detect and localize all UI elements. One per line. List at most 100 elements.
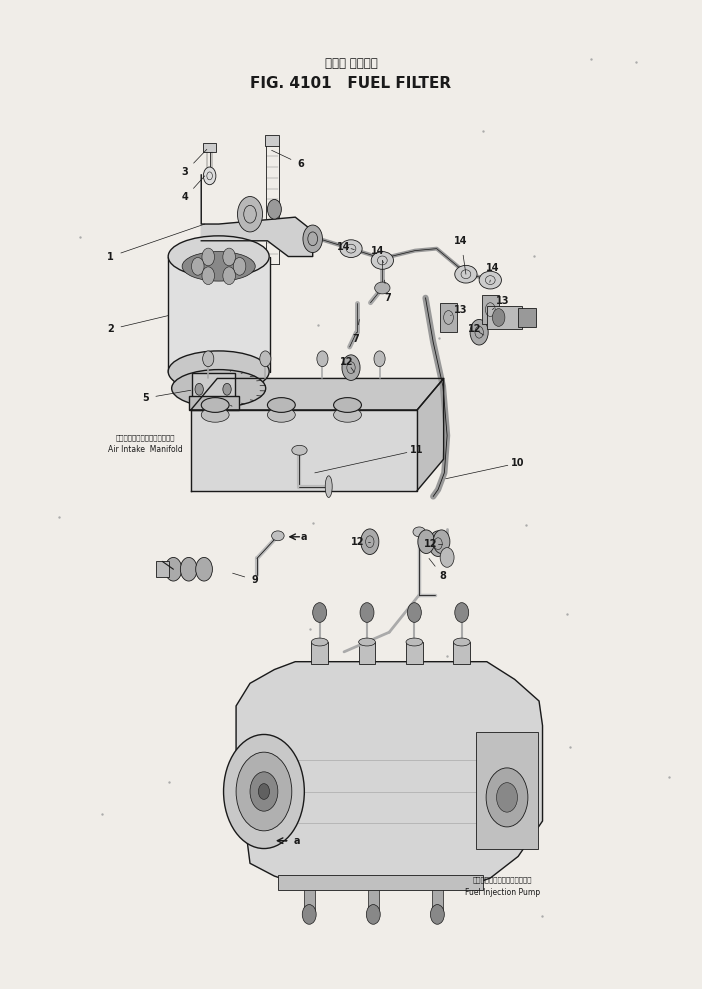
Ellipse shape — [182, 251, 256, 281]
Bar — [518, 308, 536, 327]
Circle shape — [361, 529, 379, 555]
Point — [564, 739, 576, 755]
Circle shape — [407, 602, 421, 622]
Ellipse shape — [375, 282, 390, 294]
Ellipse shape — [201, 407, 229, 422]
Circle shape — [496, 782, 517, 812]
Text: 2: 2 — [107, 324, 114, 334]
Circle shape — [360, 602, 374, 622]
Circle shape — [418, 530, 435, 554]
Bar — [156, 562, 168, 578]
Circle shape — [233, 257, 246, 275]
Ellipse shape — [413, 527, 425, 537]
Circle shape — [440, 548, 454, 568]
Text: 9: 9 — [251, 575, 258, 585]
Text: フェル フィルタ: フェル フィルタ — [324, 57, 378, 70]
Point — [442, 648, 453, 664]
Point — [382, 829, 393, 845]
Point — [663, 768, 675, 784]
Ellipse shape — [479, 271, 501, 289]
Text: 12: 12 — [340, 357, 354, 367]
Circle shape — [303, 225, 322, 252]
Circle shape — [180, 558, 197, 582]
Text: エアーインテークマニホールド: エアーインテークマニホールド — [116, 434, 176, 441]
Text: 4: 4 — [182, 193, 189, 203]
Bar — [311, 642, 328, 664]
Ellipse shape — [359, 638, 376, 646]
Point — [163, 773, 174, 789]
Circle shape — [223, 735, 305, 849]
Ellipse shape — [168, 235, 269, 277]
Text: a: a — [293, 836, 300, 846]
Ellipse shape — [272, 531, 284, 541]
Point — [97, 806, 108, 822]
Text: 11: 11 — [411, 445, 424, 455]
Circle shape — [196, 558, 213, 582]
Point — [305, 621, 316, 637]
Circle shape — [267, 200, 282, 220]
Circle shape — [237, 197, 263, 231]
Text: 14: 14 — [371, 245, 384, 255]
Ellipse shape — [311, 638, 328, 646]
Circle shape — [430, 905, 444, 925]
Point — [307, 514, 319, 530]
Text: 13: 13 — [496, 296, 510, 306]
Point — [630, 54, 642, 70]
Polygon shape — [236, 662, 543, 883]
Bar — [477, 733, 538, 849]
Bar — [406, 642, 423, 664]
Text: Fuel Injection Pump: Fuel Injection Pump — [465, 888, 541, 897]
Circle shape — [342, 355, 360, 381]
Circle shape — [312, 602, 326, 622]
Bar — [189, 397, 239, 409]
Bar — [432, 890, 443, 913]
Point — [74, 229, 85, 245]
Bar — [204, 143, 216, 152]
Circle shape — [204, 167, 216, 185]
Circle shape — [260, 351, 271, 367]
Bar — [304, 890, 314, 913]
Bar — [482, 295, 498, 324]
Circle shape — [455, 602, 469, 622]
Text: 13: 13 — [454, 305, 468, 315]
Bar — [168, 256, 270, 372]
Circle shape — [258, 783, 270, 799]
Ellipse shape — [201, 398, 229, 412]
Circle shape — [366, 905, 380, 925]
Ellipse shape — [333, 407, 362, 422]
Polygon shape — [191, 409, 417, 491]
Circle shape — [317, 351, 328, 367]
Text: 8: 8 — [439, 571, 446, 582]
Circle shape — [374, 351, 385, 367]
Bar — [368, 890, 379, 913]
Ellipse shape — [168, 351, 269, 393]
Circle shape — [470, 319, 488, 345]
Text: 7: 7 — [385, 293, 391, 303]
Ellipse shape — [340, 239, 362, 257]
Circle shape — [202, 267, 215, 285]
Point — [536, 908, 548, 924]
Bar — [359, 642, 376, 664]
Text: フェルインジェクションポンプ: フェルインジェクションポンプ — [473, 876, 533, 883]
Ellipse shape — [325, 476, 332, 497]
Circle shape — [303, 905, 316, 925]
Circle shape — [203, 351, 214, 367]
Ellipse shape — [455, 265, 477, 283]
Ellipse shape — [333, 398, 362, 412]
Ellipse shape — [172, 370, 265, 406]
Text: Air Intake  Manifold: Air Intake Manifold — [108, 445, 183, 454]
Text: 14: 14 — [486, 263, 500, 273]
Bar — [192, 373, 235, 401]
Text: 6: 6 — [298, 159, 304, 169]
Point — [54, 509, 65, 525]
Polygon shape — [201, 175, 312, 256]
Text: 14: 14 — [454, 235, 468, 246]
Polygon shape — [417, 379, 444, 491]
Bar — [453, 642, 470, 664]
Circle shape — [223, 267, 235, 285]
Circle shape — [429, 531, 447, 557]
Ellipse shape — [453, 638, 470, 646]
Circle shape — [195, 384, 204, 396]
Ellipse shape — [292, 445, 307, 455]
Point — [477, 124, 489, 139]
